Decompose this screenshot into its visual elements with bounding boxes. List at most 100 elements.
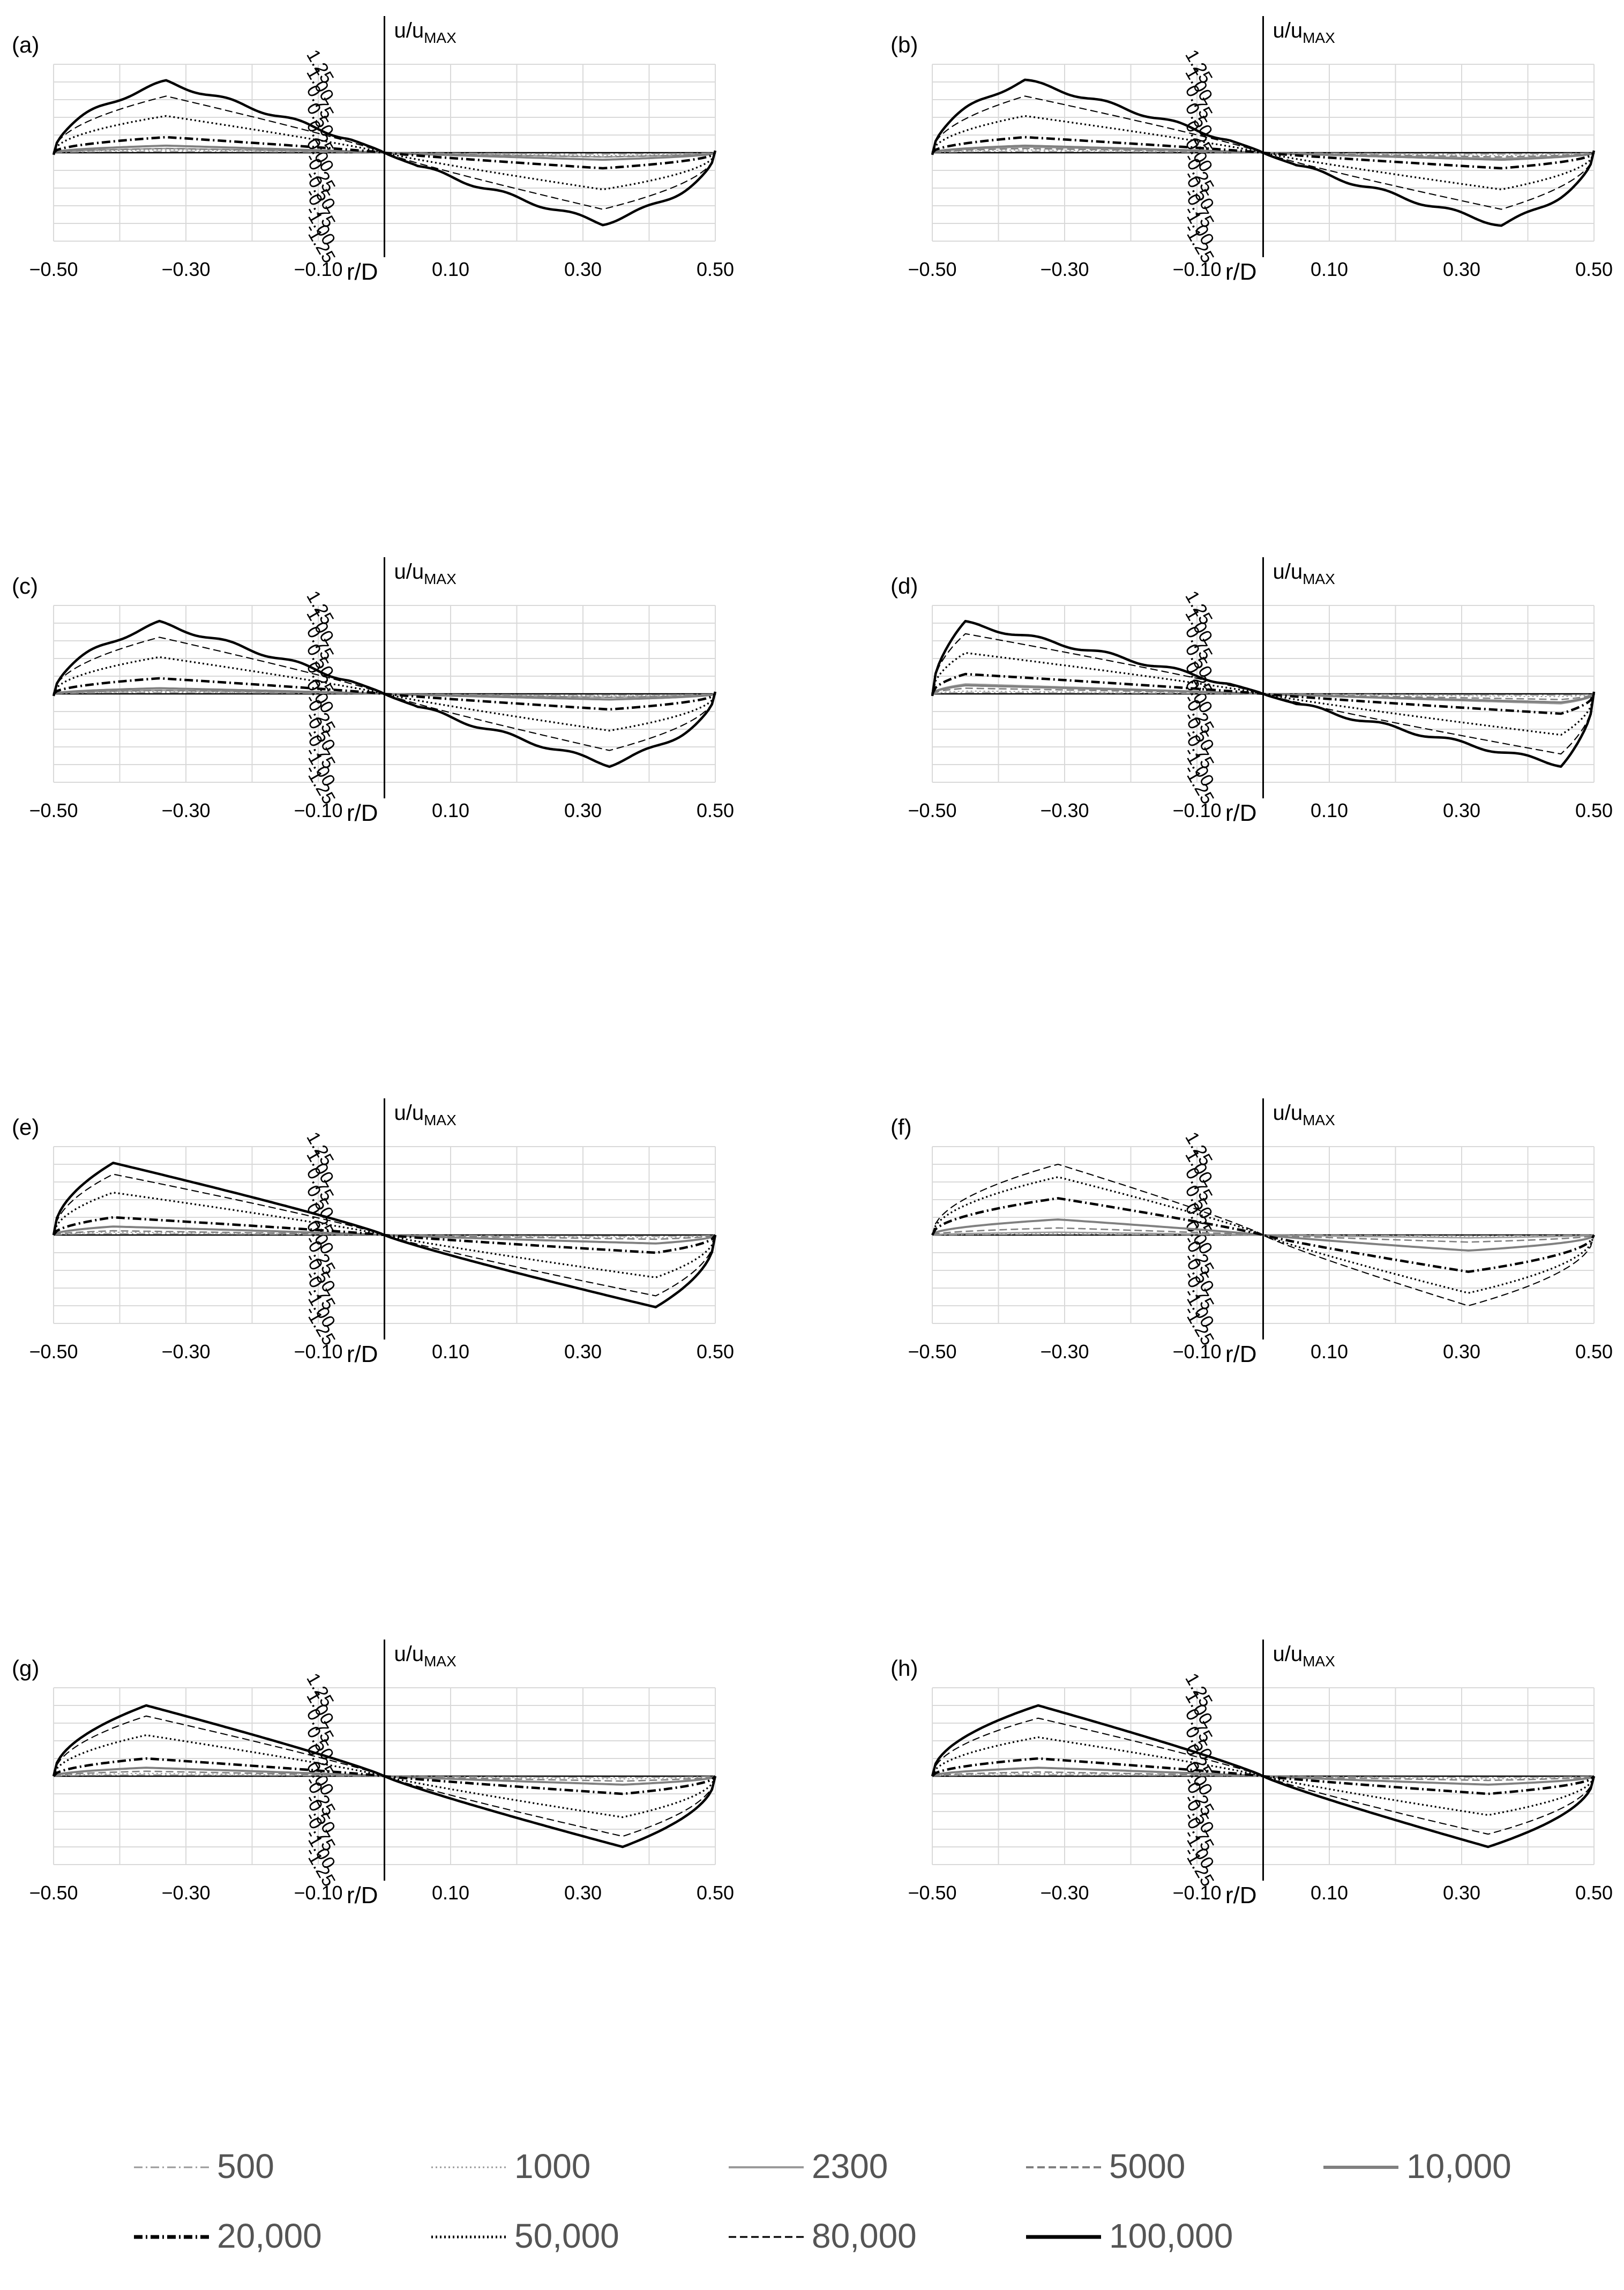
legend-item: 100,000: [1026, 2217, 1233, 2255]
legend-item: 1000: [431, 2147, 590, 2186]
x-tick-label: −0.10: [1172, 258, 1221, 280]
legend-label: 500: [217, 2147, 274, 2186]
panel-label: (h): [890, 1656, 918, 1681]
panel-g: (g)u/uMAX1.251.000.750.500.250.00-0.25-0…: [12, 1640, 734, 1909]
panel-label: (a): [12, 32, 39, 57]
legend-label: 100,000: [1109, 2217, 1233, 2255]
x-tick-label: −0.30: [1040, 1882, 1089, 1904]
series-line-20000: [931, 1197, 1595, 1273]
x-tick-label: 0.10: [1311, 1341, 1348, 1363]
x-tick-label: 0.30: [1443, 1341, 1480, 1363]
legend-label: 2300: [812, 2147, 888, 2186]
x-tick-label: 0.10: [1311, 258, 1348, 280]
x-axis-label: r/D: [1225, 1341, 1257, 1367]
series-line-80000: [932, 1717, 1595, 1835]
legend-label: 10,000: [1406, 2147, 1511, 2186]
series-line-100000: [931, 78, 1596, 227]
series-line-80000: [53, 637, 716, 751]
panel-label: (e): [12, 1114, 39, 1140]
series-line-500: [932, 692, 1595, 696]
x-tick-label: −0.50: [29, 799, 78, 821]
x-tick-label: −0.30: [161, 258, 210, 280]
series-line-100000: [52, 79, 717, 227]
legend-label: 20,000: [217, 2217, 322, 2255]
legend-item: 500: [134, 2147, 274, 2186]
y-axis-label: u/uMAX: [1273, 1642, 1336, 1670]
x-tick-label: 0.10: [1311, 1882, 1348, 1904]
x-tick-label: −0.10: [1172, 1882, 1221, 1904]
panel-b: (b)u/uMAX1.251.000.750.500.250.00-0.25-0…: [890, 16, 1613, 285]
x-tick-label: −0.30: [161, 799, 210, 821]
x-tick-label: −0.10: [1172, 1341, 1221, 1363]
x-tick-label: −0.30: [161, 1882, 210, 1904]
y-axis-label: u/uMAX: [1273, 560, 1336, 587]
x-tick-label: 0.30: [564, 1882, 602, 1904]
panel-d: (d)u/uMAX1.251.000.750.500.250.00-0.25-0…: [890, 557, 1613, 826]
series-line-80000: [932, 1163, 1595, 1307]
legend-item: 20,000: [134, 2217, 322, 2255]
y-axis-label: u/uMAX: [394, 560, 457, 587]
x-tick-label: −0.50: [29, 258, 78, 280]
x-tick-label: −0.10: [294, 258, 342, 280]
series-line-500: [53, 1233, 716, 1237]
x-tick-label: −0.50: [908, 258, 956, 280]
x-tick-label: −0.30: [1040, 258, 1089, 280]
series-line-100000: [52, 1704, 717, 1849]
x-axis-label: r/D: [1225, 800, 1257, 826]
x-tick-label: 0.30: [564, 1341, 602, 1363]
x-tick-label: −0.30: [161, 1341, 210, 1363]
legend-item: 50,000: [431, 2217, 619, 2255]
x-axis-label: r/D: [347, 259, 378, 285]
x-axis-label: r/D: [347, 800, 378, 826]
panel-c: (c)u/uMAX1.251.000.750.500.250.00-0.25-0…: [12, 557, 734, 826]
x-axis-label: r/D: [347, 1882, 378, 1909]
x-tick-label: −0.10: [1172, 799, 1221, 821]
panel-label: (b): [890, 32, 918, 57]
panel-label: (d): [890, 573, 918, 598]
x-tick-label: −0.50: [908, 1341, 956, 1363]
legend-item: 2300: [729, 2147, 888, 2186]
x-tick-label: −0.50: [908, 1882, 956, 1904]
x-tick-label: 0.50: [1575, 1882, 1613, 1904]
x-tick-label: 0.50: [1575, 258, 1613, 280]
series-line-500: [53, 1774, 716, 1778]
x-tick-label: 0.30: [1443, 1882, 1480, 1904]
x-tick-label: 0.50: [1575, 799, 1613, 821]
series-line-500: [932, 1233, 1595, 1237]
panel-a: (a)u/uMAX1.251.000.750.500.250.00-0.25-0…: [12, 16, 734, 285]
x-tick-label: 0.50: [697, 1341, 734, 1363]
legend-label: 5000: [1109, 2147, 1185, 2186]
y-axis-label: u/uMAX: [394, 1642, 457, 1670]
x-tick-label: −0.10: [294, 1882, 342, 1904]
x-tick-label: 0.10: [1311, 799, 1348, 821]
x-tick-label: 0.10: [432, 1341, 469, 1363]
series-line-100000: [52, 1162, 717, 1308]
x-tick-label: 0.30: [1443, 258, 1480, 280]
x-axis-label: r/D: [347, 1341, 378, 1367]
series-line-500: [932, 1774, 1595, 1778]
x-tick-label: −0.30: [1040, 799, 1089, 821]
legend-label: 1000: [514, 2147, 590, 2186]
y-axis-label: u/uMAX: [1273, 19, 1336, 46]
x-tick-label: −0.30: [1040, 1341, 1089, 1363]
legend-item: 10,000: [1323, 2147, 1511, 2186]
y-axis-label: u/uMAX: [394, 19, 457, 46]
legend-item: 5000: [1026, 2147, 1185, 2186]
legend-item: 80,000: [729, 2217, 917, 2255]
legend: 500 1000 2300 5000 10,000 20,000 50,000 80,000 1…: [134, 2147, 1511, 2255]
series-line-80000: [932, 95, 1595, 210]
y-axis-label: u/uMAX: [1273, 1101, 1336, 1128]
series-line-500: [932, 151, 1595, 155]
series-line-100000: [931, 1704, 1596, 1849]
series-line-50000: [53, 115, 716, 191]
x-axis-label: r/D: [1225, 259, 1257, 285]
x-tick-label: 0.50: [697, 1882, 734, 1904]
series-line-500: [53, 692, 716, 696]
panel-e: (e)u/uMAX1.251.000.750.500.250.00-0.25-0…: [12, 1098, 734, 1367]
x-tick-label: −0.10: [294, 799, 342, 821]
series-line-500: [53, 151, 716, 155]
x-tick-label: 0.30: [564, 258, 602, 280]
panel-label: (c): [12, 573, 38, 598]
x-tick-label: −0.50: [29, 1882, 78, 1904]
